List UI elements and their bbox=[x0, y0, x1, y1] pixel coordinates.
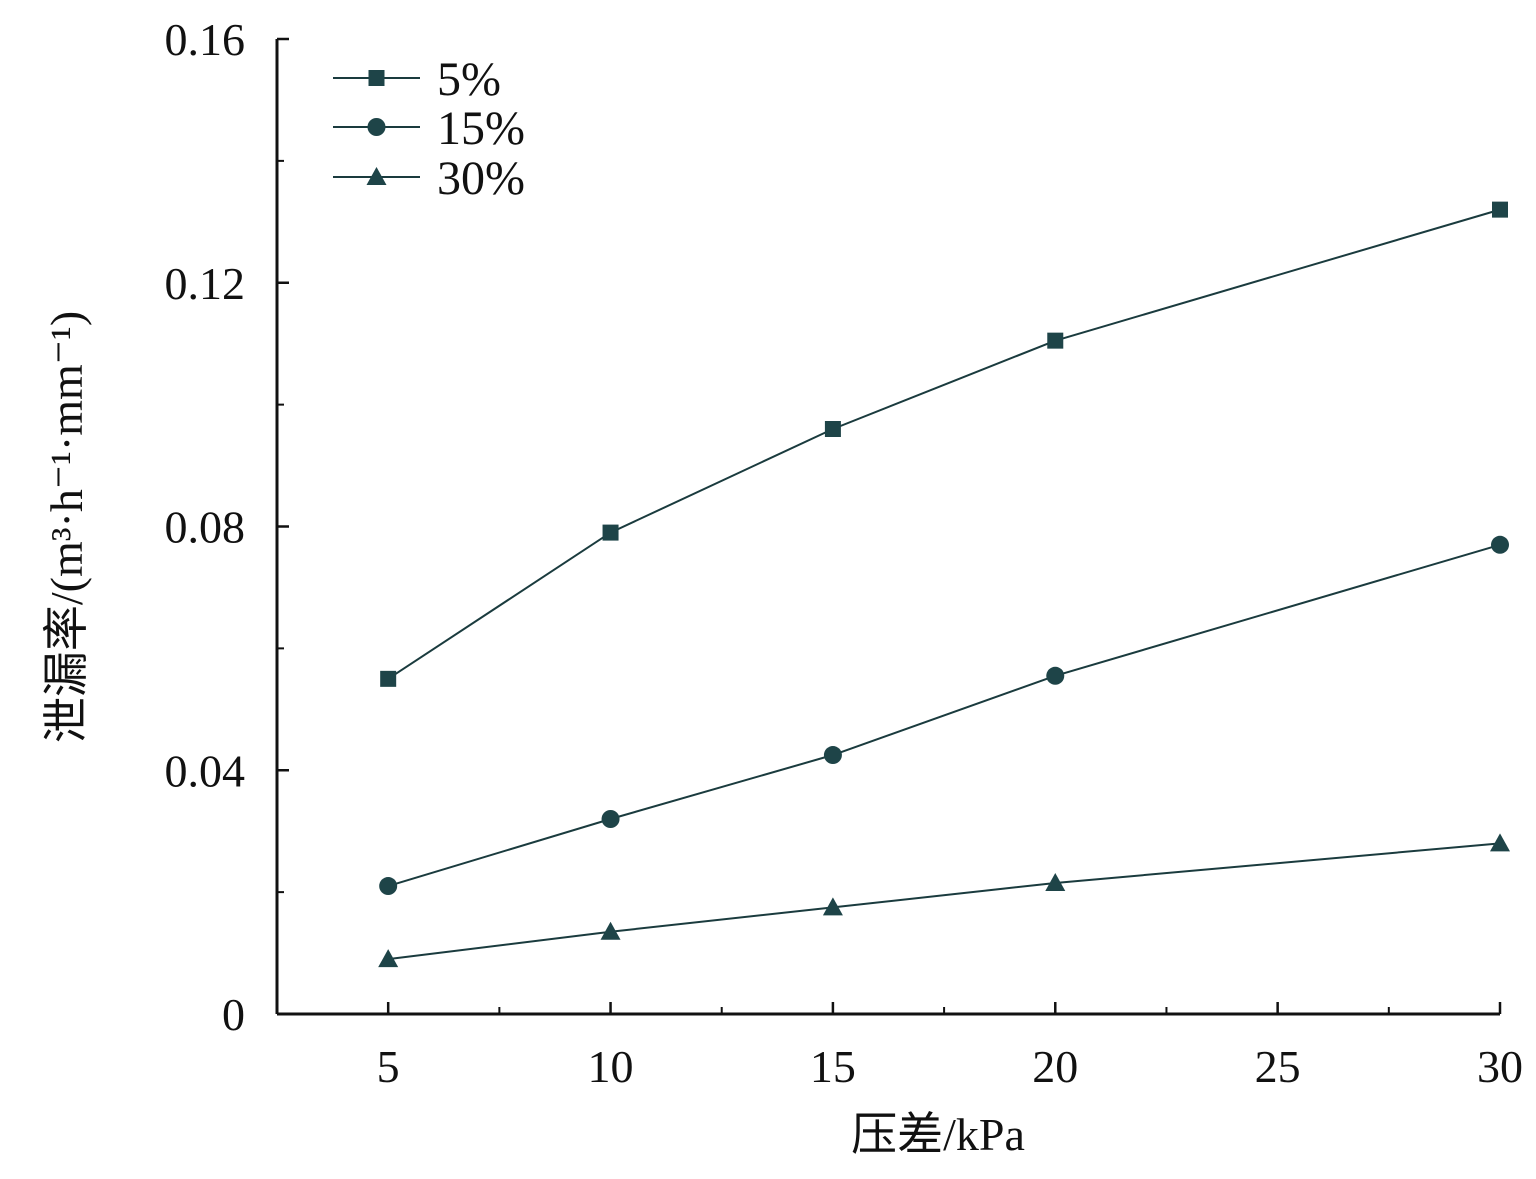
data-point bbox=[1491, 535, 1509, 554]
data-point bbox=[822, 897, 843, 916]
series-line bbox=[388, 842, 1501, 961]
data-point bbox=[1490, 833, 1510, 852]
data-point bbox=[1047, 332, 1064, 349]
axes: 0 0.04 0.08 0.12 0.16 5 10 15 20 25 30 bbox=[165, 14, 1524, 1092]
legend-marker bbox=[368, 70, 385, 86]
y-tick-label: 0.04 bbox=[165, 745, 246, 796]
data-point bbox=[378, 949, 399, 968]
data-point bbox=[379, 877, 398, 896]
x-axis-label: 压差/kPa bbox=[851, 1109, 1025, 1160]
x-tick-label: 15 bbox=[810, 1041, 856, 1092]
x-tick-label: 20 bbox=[1032, 1041, 1078, 1092]
data-point bbox=[1046, 666, 1065, 685]
data-point bbox=[602, 524, 619, 541]
data-point bbox=[823, 746, 842, 765]
data-point bbox=[1492, 201, 1508, 218]
legend-label: 30% bbox=[437, 152, 525, 205]
series-line bbox=[387, 543, 1501, 887]
y-tick-label: 0.08 bbox=[165, 502, 246, 553]
data-point bbox=[380, 670, 397, 687]
data-point bbox=[600, 921, 621, 940]
y-tick-label: 0.16 bbox=[165, 14, 246, 65]
legend: 5%15%30% bbox=[333, 53, 525, 205]
series-square bbox=[380, 201, 1508, 687]
series-triangle bbox=[378, 833, 1510, 968]
data-point bbox=[1045, 872, 1066, 891]
legend-marker bbox=[367, 118, 386, 136]
x-tick-label: 30 bbox=[1477, 1041, 1523, 1092]
y-tick-label: 0.12 bbox=[165, 258, 246, 309]
data-point bbox=[601, 810, 620, 828]
y-axis-label: 泄漏率/(m³·h⁻¹·mm⁻¹) bbox=[41, 311, 92, 743]
legend-item: 15% bbox=[333, 102, 525, 155]
legend-label: 15% bbox=[437, 102, 525, 155]
series-line bbox=[387, 208, 1501, 680]
x-tick-label: 25 bbox=[1255, 1041, 1301, 1092]
x-tick-label: 10 bbox=[588, 1041, 634, 1092]
legend-marker bbox=[366, 167, 387, 185]
legend-item: 5% bbox=[333, 53, 501, 106]
series-circle bbox=[379, 535, 1509, 896]
legend-item: 30% bbox=[333, 152, 525, 205]
x-tick-label: 5 bbox=[377, 1041, 400, 1092]
legend-label: 5% bbox=[437, 53, 501, 106]
series-layer bbox=[378, 201, 1510, 968]
data-point bbox=[824, 421, 841, 437]
y-tick-label: 0 bbox=[222, 989, 245, 1040]
